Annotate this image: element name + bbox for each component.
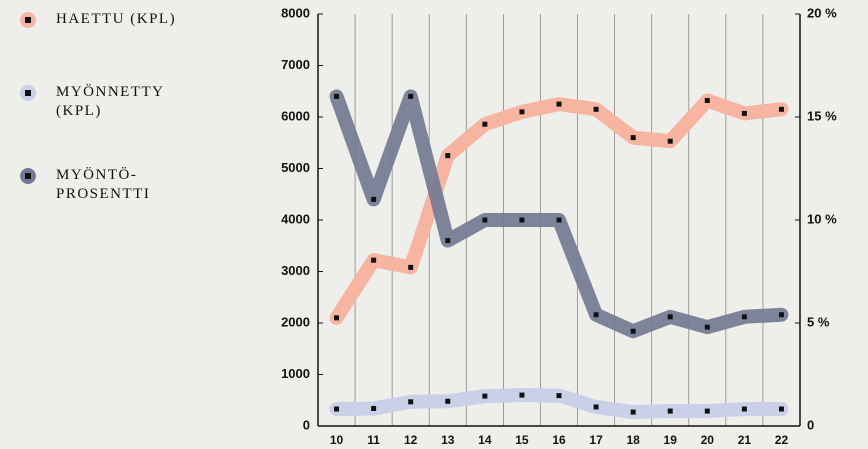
legend-label: MYÖNTÖ-PROSENTTI xyxy=(56,167,151,202)
x-tick-label: 21 xyxy=(738,433,752,447)
y2-tick-label: 10 % xyxy=(807,211,837,226)
data-point xyxy=(482,121,488,127)
data-point xyxy=(519,392,525,398)
y-tick-label: 4000 xyxy=(281,211,310,226)
legend-item: HAETTU (KPL) xyxy=(20,10,181,29)
data-point xyxy=(667,138,673,144)
legend-item: MYÖNTÖ-PROSENTTI xyxy=(20,166,181,204)
data-point xyxy=(630,135,636,141)
data-point xyxy=(556,393,562,399)
data-point xyxy=(741,406,747,412)
y2-tick-label: 15 % xyxy=(807,108,837,123)
data-point xyxy=(667,314,673,320)
x-tick-label: 15 xyxy=(515,433,529,447)
legend-swatch xyxy=(20,168,36,184)
x-tick-label: 20 xyxy=(701,433,715,447)
data-point xyxy=(593,106,599,112)
data-point xyxy=(519,217,525,223)
data-point xyxy=(482,217,488,223)
data-point xyxy=(334,93,340,99)
y-tick-label: 7000 xyxy=(281,57,310,72)
data-point xyxy=(778,312,784,318)
data-point xyxy=(445,238,451,244)
data-point xyxy=(704,408,710,414)
legend-swatch xyxy=(20,12,36,28)
data-point xyxy=(371,257,377,263)
data-point xyxy=(445,153,451,159)
y-tick-label: 1000 xyxy=(281,366,310,381)
data-point xyxy=(704,98,710,104)
x-tick-label: 13 xyxy=(441,433,455,447)
data-point xyxy=(408,399,414,405)
x-tick-label: 18 xyxy=(626,433,640,447)
data-point xyxy=(408,264,414,270)
data-point xyxy=(334,406,340,412)
legend-item: MYÖNNETTY (KPL) xyxy=(20,83,181,121)
data-point xyxy=(371,405,377,411)
series-line xyxy=(329,89,789,339)
x-tick-label: 16 xyxy=(552,433,566,447)
y2-tick-label: 5 % xyxy=(807,314,830,329)
y-tick-label: 8000 xyxy=(281,5,310,20)
data-point xyxy=(778,406,784,412)
data-point xyxy=(741,314,747,320)
y2-tick-label: 20 % xyxy=(807,5,837,20)
y-tick-label: 6000 xyxy=(281,108,310,123)
data-point xyxy=(334,315,340,321)
x-tick-label: 11 xyxy=(367,433,380,447)
data-point xyxy=(371,196,377,202)
data-point xyxy=(630,409,636,415)
data-point xyxy=(482,393,488,399)
data-point xyxy=(556,101,562,107)
y-tick-label: 3000 xyxy=(281,263,310,278)
x-tick-label: 22 xyxy=(775,433,789,447)
legend-swatch xyxy=(20,85,36,101)
x-tick-label: 19 xyxy=(664,433,678,447)
data-point xyxy=(445,398,451,404)
legend-label: MYÖNNETTY (KPL) xyxy=(56,84,164,119)
y2-tick-label: 0 xyxy=(807,417,814,432)
y-tick-label: 5000 xyxy=(281,160,310,175)
data-point xyxy=(556,217,562,223)
data-point xyxy=(519,109,525,115)
data-point xyxy=(667,408,673,414)
x-tick-label: 17 xyxy=(589,433,603,447)
y-tick-label: 0 xyxy=(303,417,310,432)
data-point xyxy=(741,110,747,116)
x-tick-label: 14 xyxy=(478,433,492,447)
y-tick-label: 2000 xyxy=(281,314,310,329)
data-point xyxy=(704,324,710,330)
data-point xyxy=(593,312,599,318)
data-point xyxy=(778,106,784,112)
data-point xyxy=(408,93,414,99)
legend-label: HAETTU (KPL) xyxy=(56,11,177,27)
data-point xyxy=(593,404,599,410)
x-tick-label: 10 xyxy=(330,433,344,447)
x-tick-label: 12 xyxy=(404,433,418,447)
data-point xyxy=(630,328,636,334)
